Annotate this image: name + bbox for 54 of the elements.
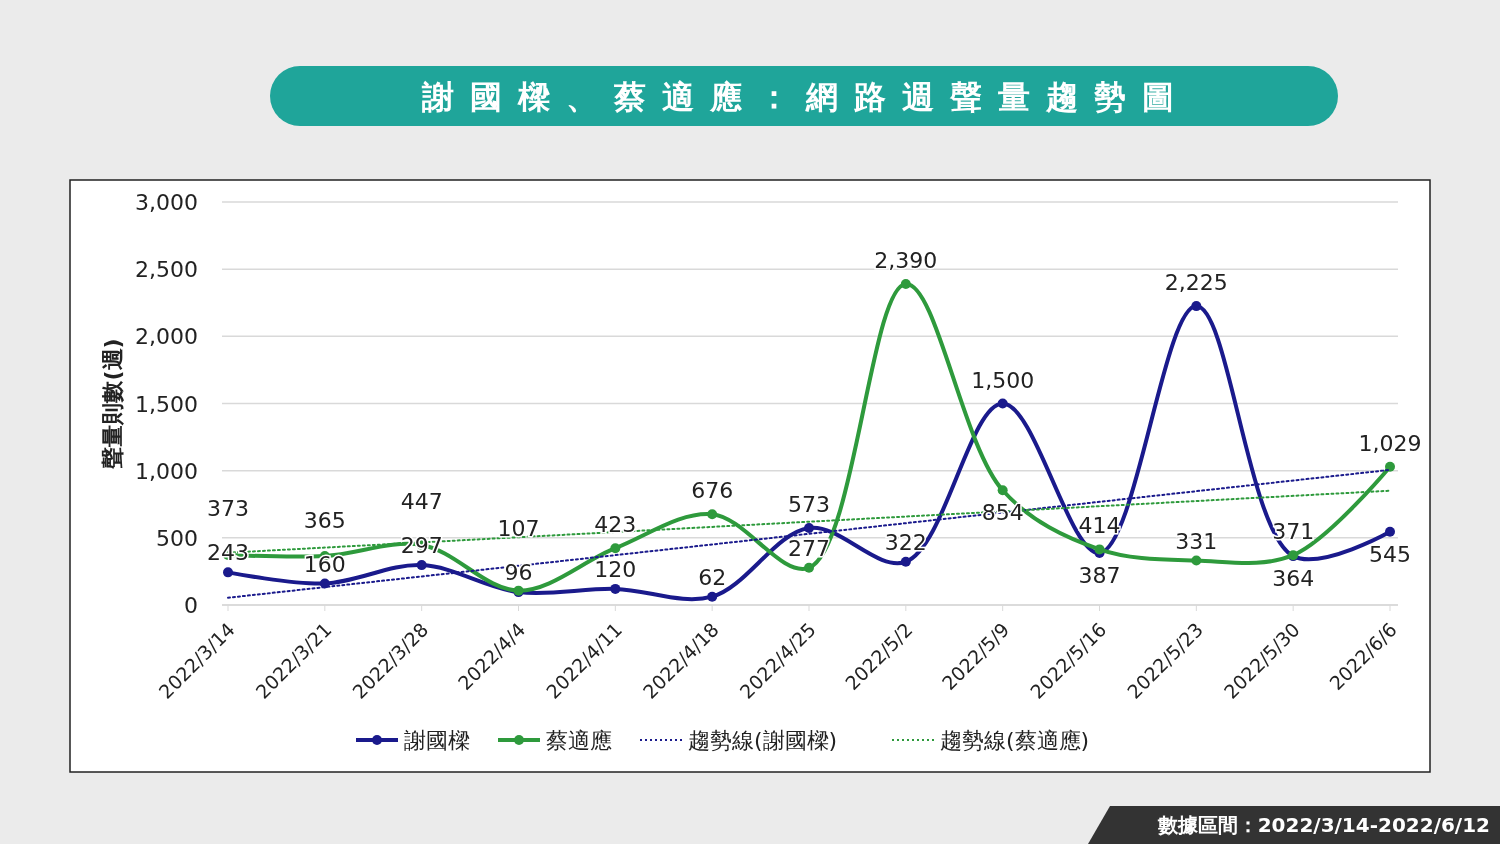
point (997, 398, 1008, 409)
data-label: 2,225 (1164, 270, 1228, 296)
data-label: 573 (788, 491, 830, 517)
y-axis-title: 聲量則數(週) (100, 338, 125, 470)
point (610, 543, 621, 554)
point (1385, 526, 1395, 537)
data-label: 297 (400, 533, 443, 559)
point (1191, 301, 1202, 312)
data-label: 371 (1272, 519, 1315, 545)
data-label: 373 (207, 496, 249, 522)
point (900, 278, 911, 289)
y-tick-label: 500 (156, 525, 198, 551)
data-label: 107 (497, 516, 540, 542)
y-tick-label: 2,500 (135, 257, 198, 283)
data-label: 545 (1369, 541, 1411, 567)
point (223, 567, 233, 578)
point (900, 556, 911, 567)
legend-label: 謝國樑 (404, 728, 470, 753)
data-label: 62 (698, 564, 727, 590)
y-tick-label: 1,500 (135, 391, 198, 417)
data-label: 387 (1078, 563, 1121, 589)
data-label: 120 (594, 556, 637, 582)
data-label: 2,390 (874, 247, 938, 273)
y-tick-label: 3,000 (135, 190, 198, 215)
point (804, 562, 814, 573)
legend-label: 趨勢線(蔡適應) (940, 728, 1090, 753)
legend-label: 蔡適應 (546, 728, 612, 753)
point (1191, 555, 1202, 566)
y-tick-label: 1,000 (135, 458, 198, 484)
data-label: 676 (691, 478, 734, 504)
point (1094, 544, 1105, 555)
point (416, 560, 427, 571)
text: 數據區間：2022/3/14-2022/6/12 (1156, 813, 1490, 837)
data-label: 1,029 (1358, 430, 1422, 456)
data-label: 364 (1272, 566, 1315, 592)
point (997, 485, 1008, 496)
data-label: 331 (1175, 528, 1218, 554)
data-label: 1,500 (971, 367, 1035, 393)
y-tick-label: 0 (184, 593, 198, 618)
y-tick-label: 2,000 (135, 324, 198, 350)
data-label: 160 (303, 551, 346, 577)
data-label: 423 (594, 512, 637, 538)
point (804, 523, 814, 534)
point (610, 583, 621, 594)
data-label: 365 (303, 507, 346, 533)
legend-label: 趨勢線(謝國樑) (688, 728, 838, 753)
point (707, 509, 718, 520)
data-label: 447 (400, 489, 443, 515)
point (707, 591, 718, 602)
data-label: 414 (1078, 513, 1121, 539)
data-label: 322 (884, 529, 927, 555)
data-label: 96 (504, 560, 533, 586)
chart-title: 謝國樑、蔡適應：網路週聲量趨勢圖 (421, 78, 1190, 116)
point (1385, 461, 1395, 472)
